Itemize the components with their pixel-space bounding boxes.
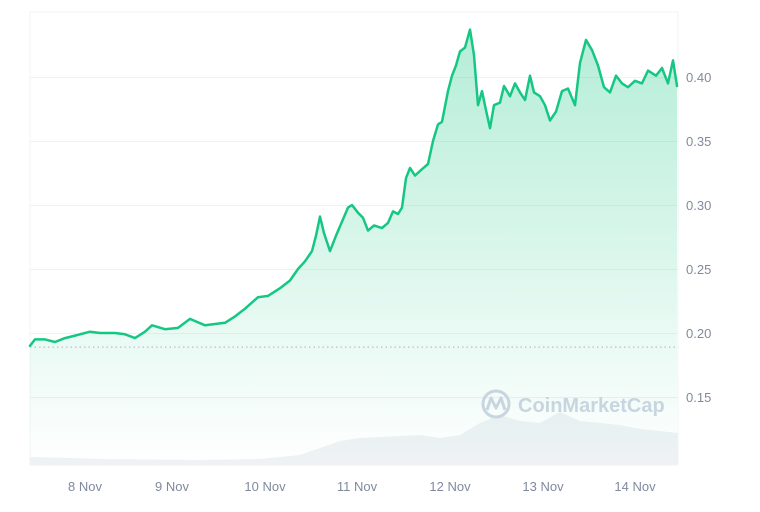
x-tick-label: 14 Nov (614, 479, 656, 494)
y-tick-label: 0.25 (686, 262, 711, 277)
y-tick-label: 0.40 (686, 70, 711, 85)
x-tick-label: 11 Nov (337, 479, 378, 494)
x-tick-label: 13 Nov (522, 479, 564, 494)
price-area (30, 29, 677, 465)
y-tick-label: 0.35 (686, 134, 711, 149)
y-axis: 0.40 0.35 0.30 0.25 0.20 0.15 (686, 70, 711, 405)
price-line[interactable] (28, 28, 679, 348)
price-fill (30, 29, 677, 465)
x-tick-label: 9 Nov (155, 479, 189, 494)
y-tick-label: 0.30 (686, 198, 711, 213)
x-tick-label: 8 Nov (68, 479, 102, 494)
x-tick-label: 10 Nov (244, 479, 286, 494)
x-tick-label: 12 Nov (429, 479, 471, 494)
price-series-line[interactable] (28, 28, 679, 348)
y-tick-label: 0.20 (686, 326, 711, 341)
y-tick-label: 0.15 (686, 390, 711, 405)
x-axis: 8 Nov 9 Nov 10 Nov 11 Nov 12 Nov 13 Nov 14 Nov (68, 479, 656, 494)
